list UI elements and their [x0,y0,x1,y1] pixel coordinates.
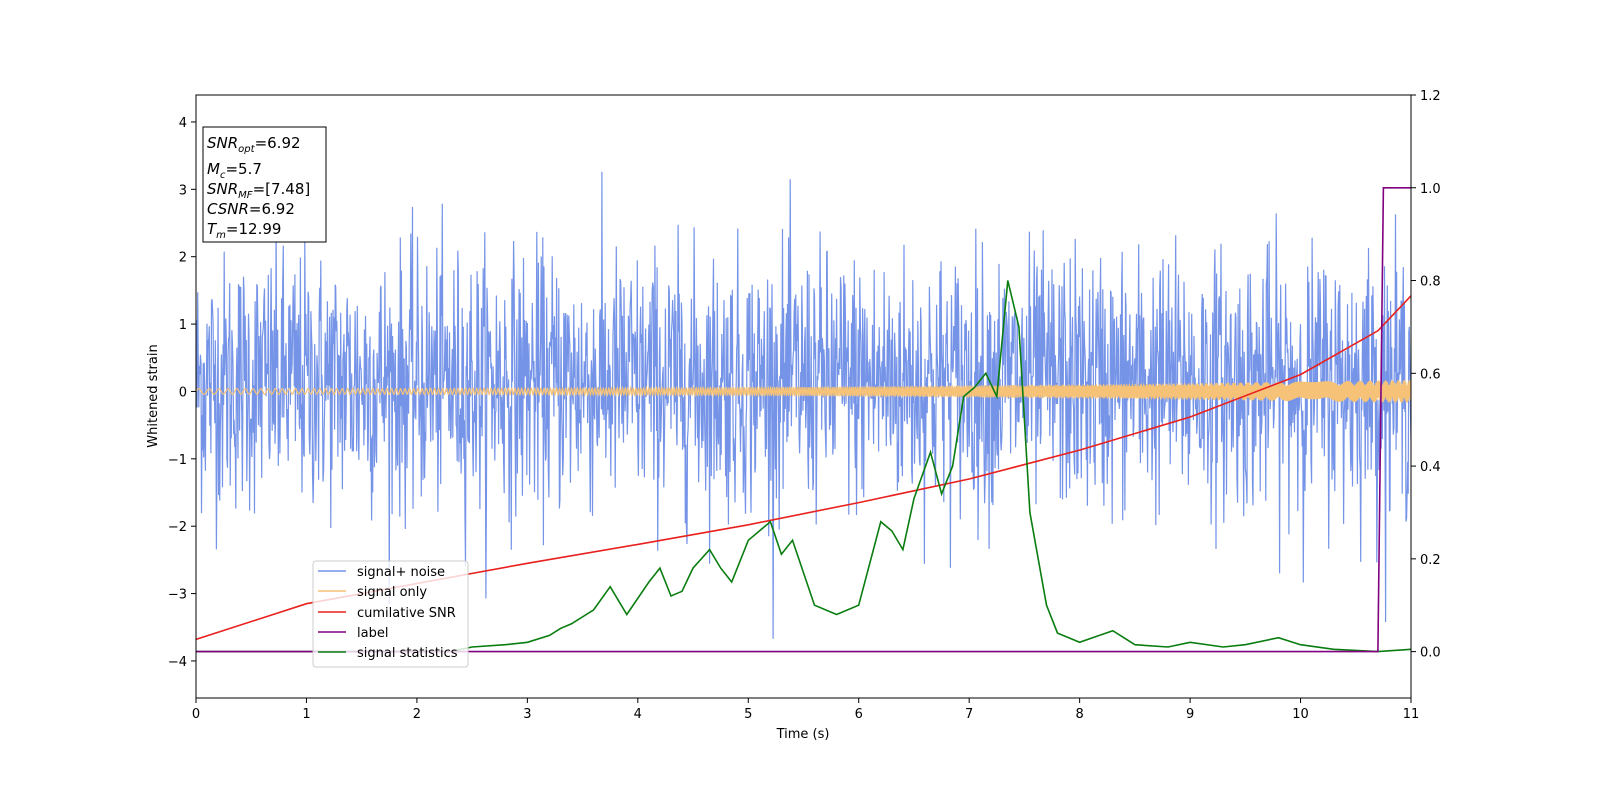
legend-label-signal-only: signal only [357,585,427,600]
x-tick-label: 6 [855,707,863,722]
annotation-snr-mf: SNRMF=[7.48] [207,180,310,201]
x-tick-label: 3 [523,707,531,722]
x-tick-label: 10 [1292,707,1309,722]
annotation-csnr: CSNR=6.92 [207,200,295,218]
x-tick-label: 0 [192,707,200,722]
y-right-tick-label: 0.4 [1420,460,1441,475]
x-tick-label: 1 [302,707,310,722]
x-tick-label: 8 [1075,707,1083,722]
x-axis: 0 1 2 3 4 5 6 7 8 9 10 11 [192,698,1419,722]
y-right-tick-label: 0.0 [1420,646,1441,661]
y-axis-title: Whitened strain [146,344,161,447]
x-axis-title: Time (s) [776,727,830,742]
y-left-tick-label: −1 [168,453,187,468]
y-left-tick-label: 4 [179,116,187,131]
legend-label-cumulative-snr: cumilative SNR [357,606,456,621]
legend: signal+ noise signal only cumilative SNR… [312,560,469,668]
x-tick-label: 2 [413,707,421,722]
series-signal-statistics [196,280,1411,653]
series-signal-only [196,380,1411,403]
x-tick-label: 7 [965,707,973,722]
y-left-tick-label: −3 [168,588,187,603]
y-left-tick-label: 2 [179,251,187,266]
series-signal-noise [196,171,1411,639]
annotation-tm: Tm=12.99 [207,220,281,241]
legend-label-signal-statistics: signal statistics [357,646,458,661]
y-left-tick-label: 1 [179,318,187,333]
annotation-box: SNRopt=6.92 Mc=5.7 SNRMF=[7.48] CSNR=6.9… [202,126,327,243]
y-axis-right: 0.0 0.2 0.4 0.6 0.8 1.0 1.2 [1411,89,1441,661]
y-right-tick-label: 0.2 [1420,553,1441,568]
x-tick-label: 5 [744,707,752,722]
y-left-tick-label: 0 [179,385,187,400]
y-right-tick-label: 0.6 [1420,367,1441,382]
y-left-tick-label: −2 [168,520,187,535]
x-tick-label: 4 [634,707,642,722]
legend-frame [312,560,469,668]
legend-label-label: label [357,626,388,641]
y-right-tick-label: 0.8 [1420,275,1441,290]
y-axis-left: −4 −3 −2 −1 0 1 2 3 4 [168,116,196,670]
annotation-snr-opt: SNRopt=6.92 [207,134,301,155]
y-right-tick-label: 1.2 [1420,89,1441,104]
annotation-mc: Mc=5.7 [207,160,262,181]
x-tick-label: 11 [1403,707,1420,722]
series-label [196,187,1411,653]
plot-frame [195,94,1412,699]
y-left-tick-label: −4 [168,655,187,670]
legend-label-signal-noise: signal+ noise [357,565,445,580]
y-right-tick-label: 1.0 [1420,182,1441,197]
x-tick-label: 9 [1186,707,1194,722]
y-left-tick-label: 3 [179,183,187,198]
